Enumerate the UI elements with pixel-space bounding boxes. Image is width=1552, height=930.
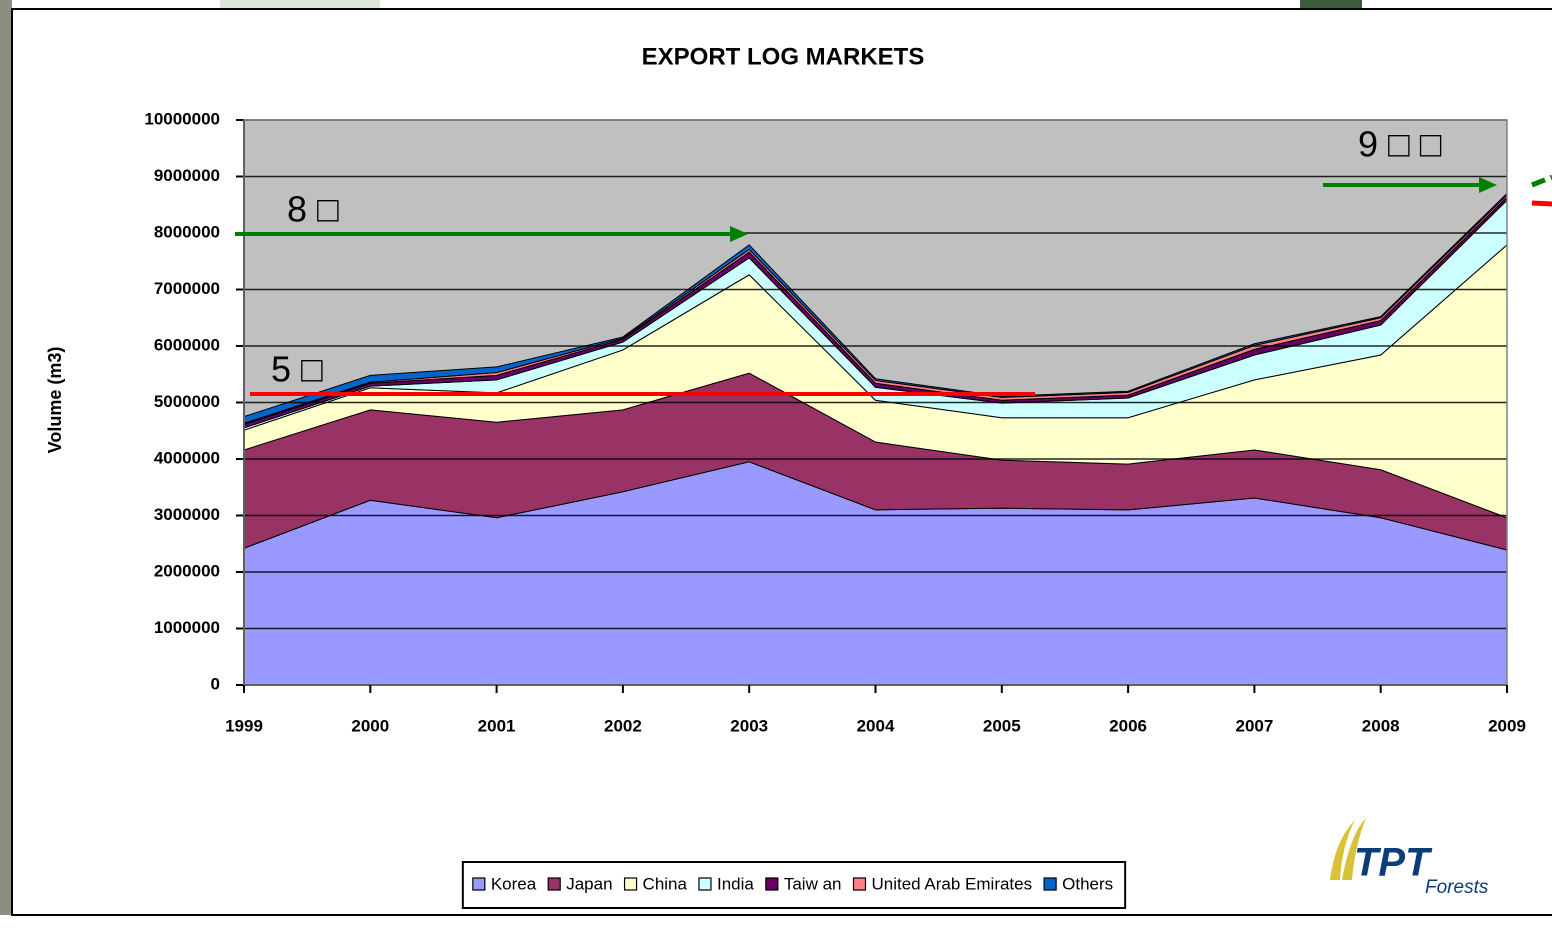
y-tick-label: 6000000 xyxy=(154,335,220,354)
legend-swatch xyxy=(473,878,485,890)
logo-subtext: Forests xyxy=(1425,877,1489,898)
y-tick-label: 5000000 xyxy=(154,392,220,411)
x-tick-label: 1999 xyxy=(225,716,263,735)
legend-label: Taiw an xyxy=(784,874,842,893)
legend-label: Korea xyxy=(491,874,537,893)
x-tick-label: 2004 xyxy=(857,716,895,735)
logo-text: TPT xyxy=(1354,841,1433,885)
x-tick-label: 2009 xyxy=(1488,716,1526,735)
top-strip xyxy=(220,0,380,9)
y-tick-label: 3000000 xyxy=(154,505,220,524)
legend-swatch xyxy=(625,878,637,890)
legend-swatch xyxy=(548,878,560,890)
annotation: 8 □ xyxy=(287,189,339,230)
legend-swatch xyxy=(699,878,711,890)
x-tick-label: 2003 xyxy=(730,716,768,735)
x-tick-label: 2005 xyxy=(983,716,1021,735)
y-tick-label: 2000000 xyxy=(154,561,220,580)
x-tick-label: 2002 xyxy=(604,716,642,735)
legend-label: Japan xyxy=(566,874,612,893)
y-tick-label: 0 xyxy=(211,674,220,693)
annotation: 5 □ xyxy=(271,349,323,390)
x-tick-label: 2000 xyxy=(351,716,389,735)
y-tick-label: 4000000 xyxy=(154,448,220,467)
legend-swatch xyxy=(1044,878,1056,890)
y-axis-label: Volume (m3) xyxy=(45,347,65,454)
y-tick-label: 8000000 xyxy=(154,222,220,241)
x-tick-label: 2007 xyxy=(1235,716,1273,735)
legend-swatch xyxy=(766,878,778,890)
x-tick-label: 2008 xyxy=(1362,716,1400,735)
x-tick-label: 2006 xyxy=(1109,716,1147,735)
photo-strip xyxy=(0,0,12,915)
top-strip xyxy=(1300,0,1362,9)
dashed-line xyxy=(1532,203,1552,204)
y-tick-label: 1000000 xyxy=(154,618,220,637)
legend-label: Others xyxy=(1062,874,1113,893)
y-tick-label: 9000000 xyxy=(154,166,220,185)
chart-title: EXPORT LOG MARKETS xyxy=(642,43,925,70)
legend-swatch xyxy=(853,878,865,890)
chart: EXPORT LOG MARKETS Volume (m3) 0 1000000 2… xyxy=(0,0,1552,925)
y-tick-label: 7000000 xyxy=(154,279,220,298)
y-tick-label: 10000000 xyxy=(144,109,220,128)
legend-label: India xyxy=(717,874,754,893)
legend-label: United Arab Emirates xyxy=(871,874,1032,893)
annotation: 9 □ □ xyxy=(1358,124,1442,165)
legend-label: China xyxy=(643,874,688,893)
x-tick-label: 2001 xyxy=(478,716,516,735)
